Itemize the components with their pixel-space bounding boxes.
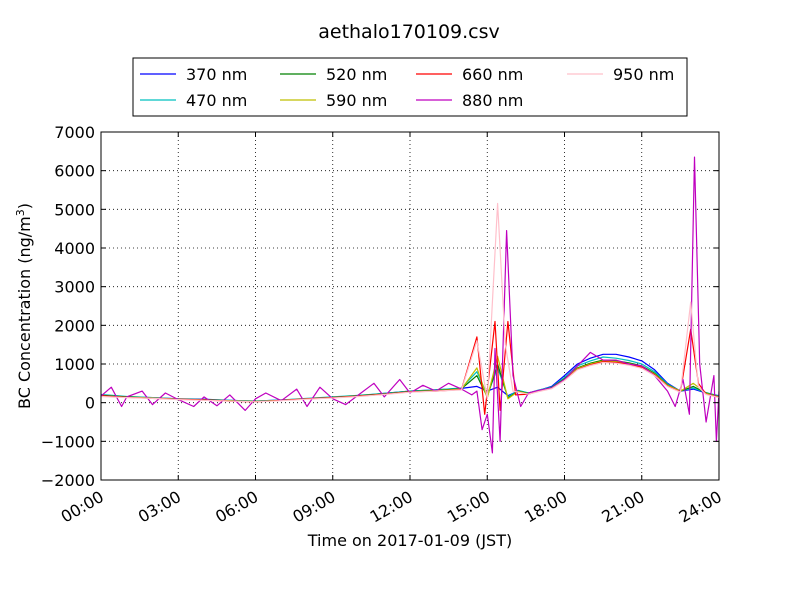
y-axis-label-superscript: 3 bbox=[14, 209, 27, 216]
legend: 370 nm 470 nm 520 nm 590 nm 660 nm 880 nm 950 … bbox=[132, 57, 688, 117]
y-tick-label: 2000 bbox=[54, 316, 95, 335]
y-tick-label: −2000 bbox=[41, 471, 95, 490]
y-tick-label: 4000 bbox=[54, 239, 95, 258]
legend-label: 950 nm bbox=[613, 65, 674, 84]
chart-title: aethalo170109.csv bbox=[318, 21, 500, 43]
plot-background bbox=[101, 132, 719, 480]
y-tick-label: 7000 bbox=[54, 123, 95, 142]
y-tick-label: 6000 bbox=[54, 162, 95, 181]
y-axis-label-end: ) bbox=[15, 203, 34, 209]
y-axis-label: BC Concentration (ng/m3) bbox=[14, 203, 34, 409]
plot-area: 00:00 03:00 06:00 09:00 12:00 15:00 18:00 21:00… bbox=[41, 123, 725, 527]
y-tick-label: 3000 bbox=[54, 278, 95, 297]
y-tick-label: −1000 bbox=[41, 432, 95, 451]
y-axis-label-main: BC Concentration (ng/m bbox=[15, 216, 34, 409]
y-tick-label: 1000 bbox=[54, 355, 95, 374]
x-axis-label: Time on 2017-01-09 (JST) bbox=[307, 531, 512, 550]
legend-label: 370 nm bbox=[186, 65, 247, 84]
legend-label: 470 nm bbox=[186, 91, 247, 110]
grid bbox=[101, 132, 719, 480]
y-tick-label: 5000 bbox=[54, 200, 95, 219]
series-line-950-nm bbox=[101, 202, 719, 403]
legend-label: 660 nm bbox=[462, 65, 523, 84]
legend-label: 880 nm bbox=[462, 91, 523, 110]
legend-label: 590 nm bbox=[326, 91, 387, 110]
y-tick-label: 0 bbox=[85, 394, 95, 413]
legend-label: 520 nm bbox=[326, 65, 387, 84]
legend-box bbox=[132, 57, 688, 117]
series-lines bbox=[101, 156, 719, 454]
